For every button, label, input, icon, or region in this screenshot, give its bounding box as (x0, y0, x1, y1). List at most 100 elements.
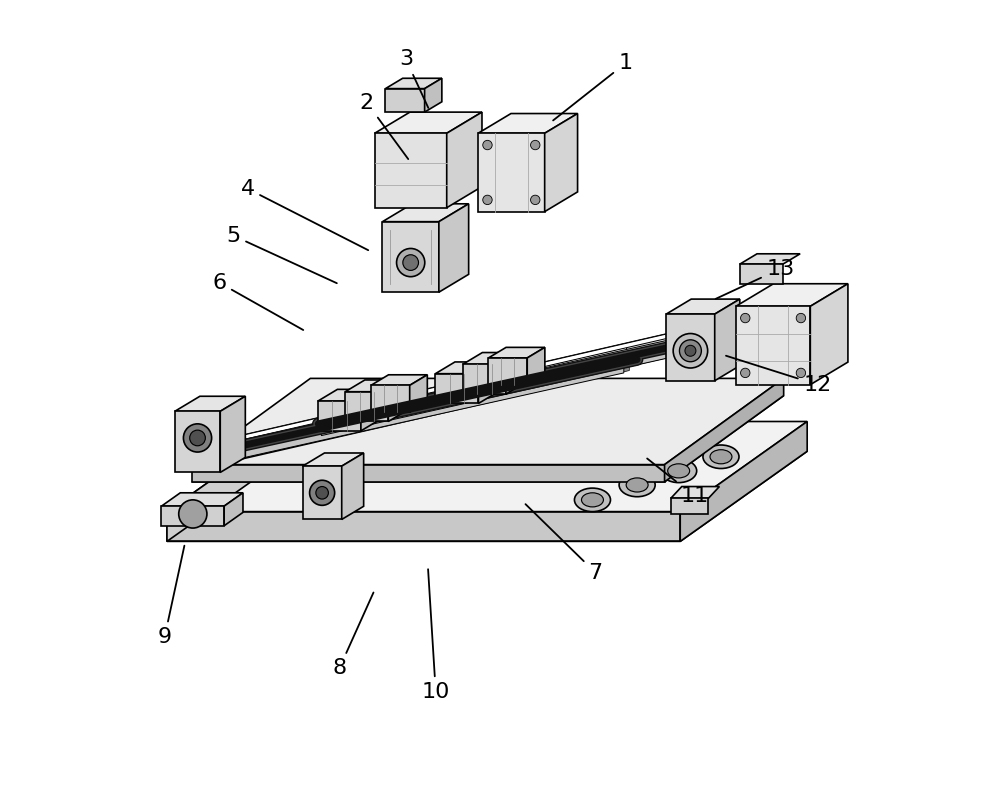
Polygon shape (336, 316, 748, 422)
Polygon shape (545, 114, 578, 212)
Polygon shape (161, 493, 243, 506)
Polygon shape (192, 396, 784, 482)
Polygon shape (371, 385, 410, 412)
Ellipse shape (619, 473, 655, 497)
Polygon shape (336, 316, 746, 414)
Polygon shape (665, 378, 784, 482)
Polygon shape (202, 365, 624, 467)
Polygon shape (447, 112, 482, 208)
Ellipse shape (661, 459, 697, 483)
Polygon shape (361, 389, 380, 431)
Circle shape (796, 313, 806, 323)
Polygon shape (321, 334, 741, 436)
Ellipse shape (668, 464, 690, 478)
Polygon shape (192, 378, 784, 465)
Polygon shape (736, 283, 848, 306)
Polygon shape (324, 326, 735, 425)
Circle shape (397, 249, 425, 276)
Polygon shape (167, 512, 680, 542)
Text: 11: 11 (647, 458, 708, 506)
Polygon shape (463, 352, 525, 364)
Text: 7: 7 (525, 504, 603, 582)
Circle shape (190, 430, 205, 446)
Polygon shape (671, 487, 719, 498)
Polygon shape (478, 114, 578, 133)
Circle shape (483, 195, 492, 205)
Polygon shape (736, 306, 810, 385)
Polygon shape (410, 374, 427, 412)
Polygon shape (382, 204, 469, 221)
Polygon shape (385, 78, 442, 89)
Polygon shape (715, 299, 740, 381)
Polygon shape (342, 453, 364, 520)
Polygon shape (371, 374, 427, 385)
Polygon shape (216, 347, 627, 446)
Circle shape (179, 500, 207, 528)
Polygon shape (204, 357, 615, 457)
Text: 2: 2 (360, 93, 408, 159)
Circle shape (310, 480, 335, 506)
Text: 10: 10 (422, 569, 450, 702)
Circle shape (403, 255, 419, 270)
Text: 12: 12 (726, 356, 831, 395)
Polygon shape (425, 78, 442, 112)
Polygon shape (740, 264, 783, 283)
Circle shape (679, 340, 701, 362)
Circle shape (483, 141, 492, 150)
Text: 5: 5 (226, 226, 337, 283)
Ellipse shape (710, 450, 732, 464)
Polygon shape (810, 283, 848, 385)
Polygon shape (666, 299, 740, 314)
Polygon shape (204, 357, 618, 467)
Polygon shape (375, 112, 482, 133)
Polygon shape (318, 389, 380, 401)
Ellipse shape (581, 493, 603, 507)
Circle shape (316, 487, 328, 499)
Polygon shape (216, 347, 629, 454)
Ellipse shape (626, 478, 648, 492)
Polygon shape (227, 349, 645, 451)
Polygon shape (303, 466, 342, 520)
Polygon shape (175, 396, 245, 411)
Polygon shape (382, 221, 439, 292)
Polygon shape (680, 422, 807, 542)
Circle shape (796, 368, 806, 378)
Polygon shape (167, 422, 294, 542)
Polygon shape (375, 133, 447, 208)
Circle shape (741, 313, 750, 323)
Text: 3: 3 (399, 49, 428, 108)
Polygon shape (385, 89, 425, 112)
Text: 6: 6 (212, 273, 303, 330)
Polygon shape (488, 348, 545, 358)
Polygon shape (388, 380, 408, 422)
Polygon shape (506, 352, 525, 394)
Polygon shape (167, 451, 807, 542)
Text: 13: 13 (716, 259, 795, 299)
Text: 9: 9 (158, 546, 184, 647)
Circle shape (183, 424, 212, 452)
Polygon shape (671, 498, 708, 514)
Polygon shape (666, 314, 715, 381)
Polygon shape (527, 348, 545, 385)
Polygon shape (161, 506, 224, 526)
Circle shape (741, 368, 750, 378)
Polygon shape (324, 326, 737, 436)
Circle shape (531, 195, 540, 205)
Circle shape (531, 141, 540, 150)
Polygon shape (463, 364, 506, 394)
Polygon shape (167, 422, 807, 512)
Polygon shape (439, 204, 469, 292)
Ellipse shape (574, 488, 610, 512)
Text: 8: 8 (332, 593, 373, 678)
Polygon shape (332, 335, 749, 433)
Circle shape (685, 345, 696, 356)
Polygon shape (435, 374, 478, 403)
Ellipse shape (703, 445, 739, 469)
Polygon shape (347, 318, 766, 420)
Polygon shape (318, 401, 361, 431)
Polygon shape (224, 493, 243, 526)
Polygon shape (478, 362, 498, 403)
Polygon shape (478, 133, 545, 212)
Polygon shape (220, 396, 245, 473)
Polygon shape (435, 362, 498, 374)
